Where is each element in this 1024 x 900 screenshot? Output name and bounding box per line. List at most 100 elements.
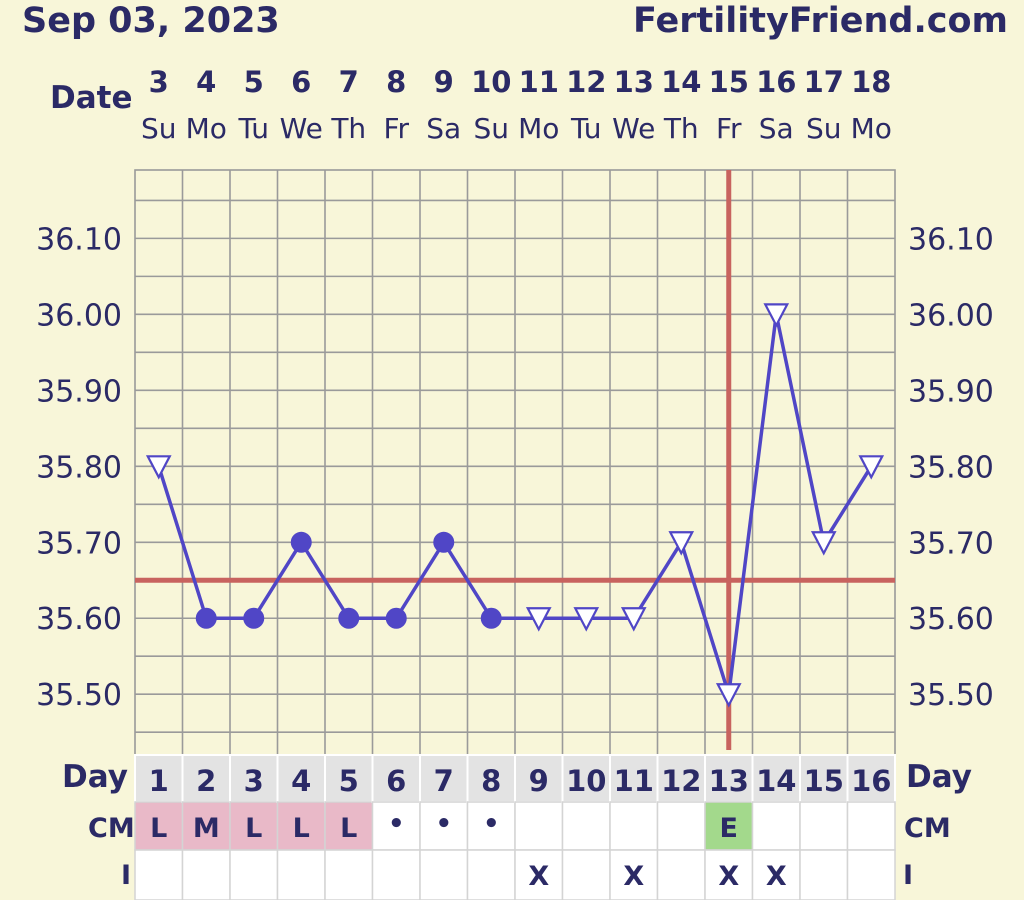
cycle-day-number: 7 bbox=[434, 764, 454, 798]
cm-value: • bbox=[483, 809, 500, 839]
intercourse-cell bbox=[276, 849, 326, 900]
day-cell bbox=[324, 754, 374, 803]
weekday-label: Mo bbox=[186, 112, 227, 145]
y-tick-label-right: 35.90 bbox=[908, 374, 994, 409]
cm-value: • bbox=[435, 809, 452, 839]
cycle-day-number: 3 bbox=[244, 764, 264, 798]
date-label: 4 bbox=[196, 65, 216, 99]
intercourse-cell bbox=[419, 849, 469, 900]
weekday-label: Mo bbox=[518, 112, 559, 145]
cycle-day-number: 10 bbox=[566, 764, 606, 798]
temperature-point bbox=[668, 531, 695, 556]
cm-cell bbox=[514, 801, 564, 851]
temperature-point bbox=[858, 455, 885, 480]
day-row-label-left: Day bbox=[62, 759, 128, 795]
intercourse-cell bbox=[181, 849, 231, 900]
day-cell bbox=[276, 754, 326, 803]
date-label: 13 bbox=[614, 65, 654, 99]
cm-row-label-left: CM bbox=[88, 813, 135, 844]
y-tick-label-right: 35.80 bbox=[908, 450, 994, 485]
cycle-day-number: 14 bbox=[756, 764, 796, 798]
cm-cell bbox=[704, 801, 754, 851]
cm-value: E bbox=[720, 813, 738, 844]
chart-date-title: Sep 03, 2023 bbox=[22, 1, 280, 41]
date-label: 5 bbox=[244, 65, 264, 99]
temperature-point bbox=[480, 607, 502, 629]
date-label: 9 bbox=[434, 65, 454, 99]
date-label: 17 bbox=[804, 65, 844, 99]
cycle-day-number: 15 bbox=[804, 764, 844, 798]
temperature-series bbox=[145, 303, 885, 708]
intercourse-mark: X bbox=[623, 861, 644, 892]
y-tick-label-left: 35.50 bbox=[36, 678, 122, 713]
cycle-day-number: 8 bbox=[481, 764, 501, 798]
intercourse-cell bbox=[656, 849, 706, 900]
intercourse-cell bbox=[371, 849, 421, 900]
y-tick-label-left: 35.80 bbox=[36, 450, 122, 485]
coverline-group bbox=[135, 170, 895, 750]
cm-cell bbox=[846, 801, 896, 851]
cycle-day-number: 13 bbox=[709, 764, 749, 798]
cycle-day-number: 1 bbox=[149, 764, 169, 798]
day-row-label-right: Day bbox=[906, 759, 972, 795]
cm-cell bbox=[799, 801, 849, 851]
date-label: 16 bbox=[756, 65, 796, 99]
temperature-point bbox=[573, 607, 600, 632]
date-label: 12 bbox=[566, 65, 606, 99]
cm-cell bbox=[656, 801, 706, 851]
date-label: 18 bbox=[851, 65, 891, 99]
weekday-label: Mo bbox=[851, 112, 892, 145]
cycle-day-number: 5 bbox=[339, 764, 359, 798]
intercourse-mark: X bbox=[766, 861, 787, 892]
chart-grid bbox=[134, 169, 896, 756]
weekday-label: Th bbox=[663, 112, 699, 145]
weekday-label: Su bbox=[141, 112, 177, 145]
temperature-line bbox=[157, 312, 873, 696]
site-name: FertilityFriend.com bbox=[633, 1, 1008, 41]
weekday-label: We bbox=[280, 112, 323, 145]
cm-value: L bbox=[150, 813, 167, 844]
date-label: 8 bbox=[386, 65, 406, 99]
intercourse-cell bbox=[561, 849, 611, 900]
date-label: 11 bbox=[519, 65, 559, 99]
y-tick-label-left: 36.00 bbox=[36, 298, 122, 333]
cm-value: M bbox=[193, 813, 220, 844]
intercourse-cell bbox=[466, 849, 516, 900]
intercourse-mark: X bbox=[528, 861, 549, 892]
cm-value: L bbox=[245, 813, 262, 844]
y-tick-label-left: 35.70 bbox=[36, 526, 122, 561]
cm-cell bbox=[751, 801, 801, 851]
weekday-label: We bbox=[612, 112, 655, 145]
weekday-label: Fr bbox=[716, 112, 742, 145]
temperature-point bbox=[763, 303, 790, 328]
weekday-label: Tu bbox=[570, 112, 602, 145]
temperature-point bbox=[385, 607, 407, 629]
day-cell bbox=[181, 754, 231, 803]
cm-cell bbox=[561, 801, 611, 851]
temperature-point bbox=[195, 607, 217, 629]
temperature-point bbox=[433, 531, 455, 553]
temperature-point bbox=[525, 607, 552, 632]
y-axis-labels: 36.10 36.10 36.00 36.00 35.90 35.90 35.80 35.80… bbox=[36, 222, 994, 713]
day-cell bbox=[561, 754, 611, 803]
y-tick-label-right: 35.50 bbox=[908, 678, 994, 713]
y-tick-label-left: 35.60 bbox=[36, 602, 122, 637]
intercourse-cell bbox=[799, 849, 849, 900]
temperature-point bbox=[810, 531, 837, 556]
cm-row-label-right: CM bbox=[904, 813, 951, 844]
intercourse-mark: X bbox=[718, 861, 739, 892]
intercourse-cell bbox=[751, 849, 801, 900]
cm-value: L bbox=[340, 813, 357, 844]
cycle-day-number: 11 bbox=[614, 764, 654, 798]
cycle-day-number: 6 bbox=[386, 764, 406, 798]
weekday-label: Th bbox=[330, 112, 366, 145]
cm-cell bbox=[419, 801, 469, 851]
date-label: 14 bbox=[661, 65, 701, 99]
temperature-point bbox=[338, 607, 360, 629]
date-label: 3 bbox=[149, 65, 169, 99]
cm-cell bbox=[371, 801, 421, 851]
cm-cell bbox=[229, 801, 279, 851]
cm-cell bbox=[134, 801, 184, 851]
weekday-label: Sa bbox=[759, 112, 794, 145]
day-cell bbox=[514, 754, 564, 803]
